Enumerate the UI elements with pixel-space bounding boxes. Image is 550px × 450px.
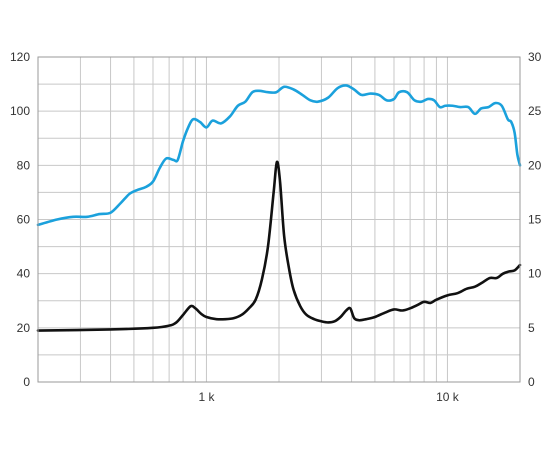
- x-tick-label: 1 k: [198, 390, 215, 404]
- right-tick-label: 0: [528, 375, 535, 389]
- right-tick-label: 5: [528, 321, 535, 335]
- series-line-left-axis: [36, 84, 522, 227]
- right-tick-label: 10: [528, 267, 542, 281]
- right-tick-label: 30: [528, 50, 542, 64]
- plot-frame: [37, 56, 521, 383]
- left-tick-label: 60: [17, 213, 31, 227]
- x-tick-label: 10 k: [436, 390, 460, 404]
- right-tick-label: 15: [528, 213, 542, 227]
- series-line-right-axis: [36, 160, 522, 332]
- right-axis: 0 5 10 15 20 25 30: [528, 50, 542, 389]
- x-axis: 1 k 10 k: [198, 390, 459, 404]
- series-layer: [36, 84, 522, 332]
- left-tick-label: 0: [23, 375, 30, 389]
- left-tick-label: 40: [17, 267, 31, 281]
- left-tick-label: 100: [10, 104, 30, 118]
- right-tick-label: 20: [528, 158, 542, 172]
- left-tick-label: 20: [17, 321, 31, 335]
- left-tick-label: 120: [10, 50, 30, 64]
- right-tick-label: 25: [528, 104, 542, 118]
- left-axis: 0 20 40 60 80 100 120: [10, 50, 30, 389]
- left-tick-label: 80: [17, 158, 31, 172]
